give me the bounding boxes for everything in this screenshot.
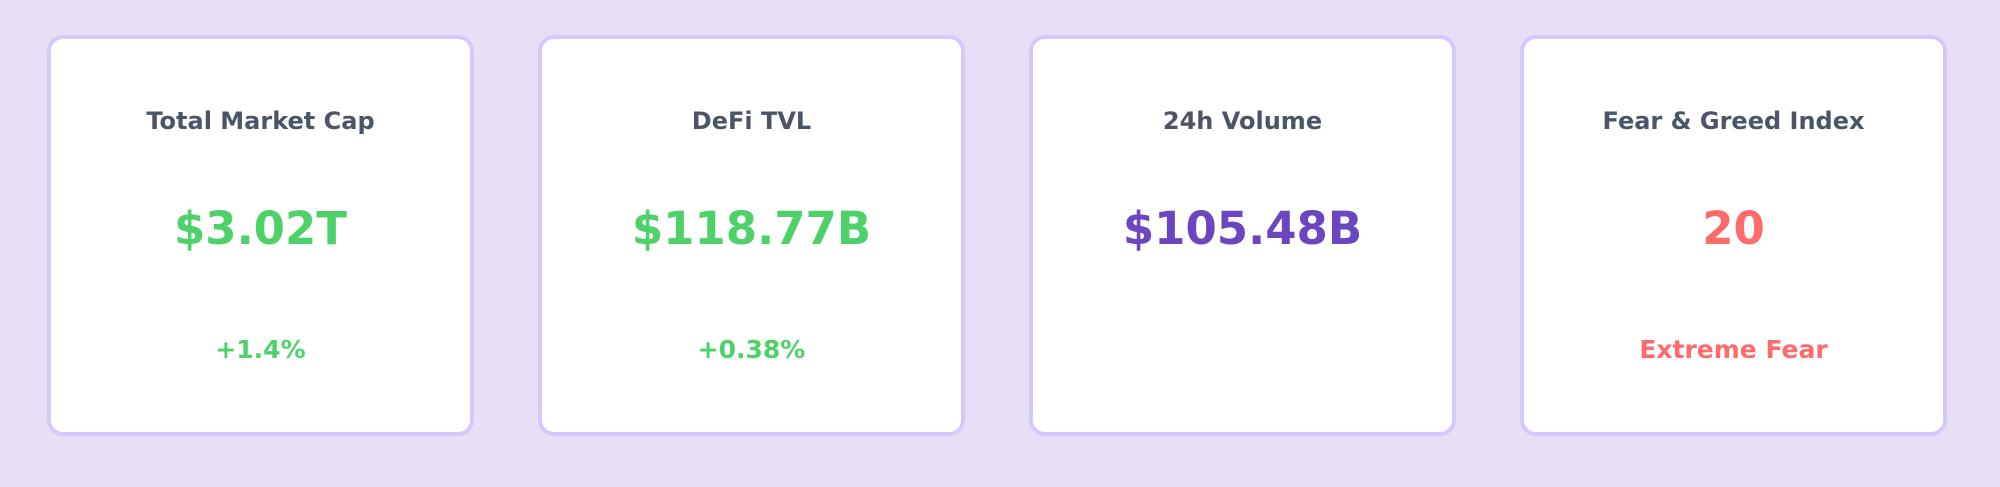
- fear-greed-value: 20: [1702, 202, 1765, 255]
- card-title: Total Market Cap: [146, 107, 375, 135]
- card-value: $3.02T: [173, 202, 348, 255]
- card-value: $105.48B: [1122, 202, 1363, 255]
- card-change: +1.4%: [215, 335, 306, 364]
- volume-24h-card: 24h Volume $105.48B: [1029, 35, 1456, 436]
- market-cap-card: Total Market Cap $3.02T +1.4%: [47, 35, 474, 436]
- defi-tvl-card: DeFi TVL $118.77B +0.38%: [538, 35, 965, 436]
- stats-cards: Total Market Cap $3.02T +1.4% DeFi TVL $…: [47, 35, 1947, 436]
- card-change: +0.38%: [697, 335, 806, 364]
- card-value: $118.77B: [631, 202, 872, 255]
- card-title: Fear & Greed Index: [1602, 107, 1865, 135]
- sentiment-label: Extreme Fear: [1639, 335, 1828, 364]
- fear-greed-card: Fear & Greed Index 20 Extreme Fear: [1520, 35, 1947, 436]
- card-title: DeFi TVL: [691, 107, 812, 135]
- card-title: 24h Volume: [1162, 107, 1323, 135]
